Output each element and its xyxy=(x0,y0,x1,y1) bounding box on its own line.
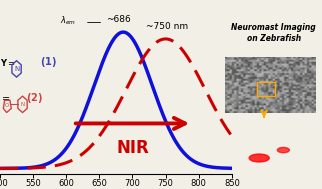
Text: N: N xyxy=(14,66,19,72)
Text: N: N xyxy=(21,102,24,107)
Ellipse shape xyxy=(277,147,289,153)
Bar xyxy=(257,82,275,96)
Text: $\mathbf{(2)}$: $\mathbf{(2)}$ xyxy=(26,91,43,105)
Text: ~686: ~686 xyxy=(106,15,131,24)
Text: O: O xyxy=(5,103,9,108)
Text: $\mathbf{(1)}$: $\mathbf{(1)}$ xyxy=(40,55,57,69)
Text: NIR: NIR xyxy=(116,139,149,157)
Text: $\lambda_{em}$: $\lambda_{em}$ xyxy=(60,15,77,27)
Text: $\mathbf{Y}=$: $\mathbf{Y}=$ xyxy=(0,57,16,68)
Text: ~750 nm: ~750 nm xyxy=(146,22,188,31)
Text: $=$: $=$ xyxy=(0,93,11,103)
Ellipse shape xyxy=(249,154,269,162)
Text: Neuromast Imaging
on Zebrafish: Neuromast Imaging on Zebrafish xyxy=(231,23,316,43)
